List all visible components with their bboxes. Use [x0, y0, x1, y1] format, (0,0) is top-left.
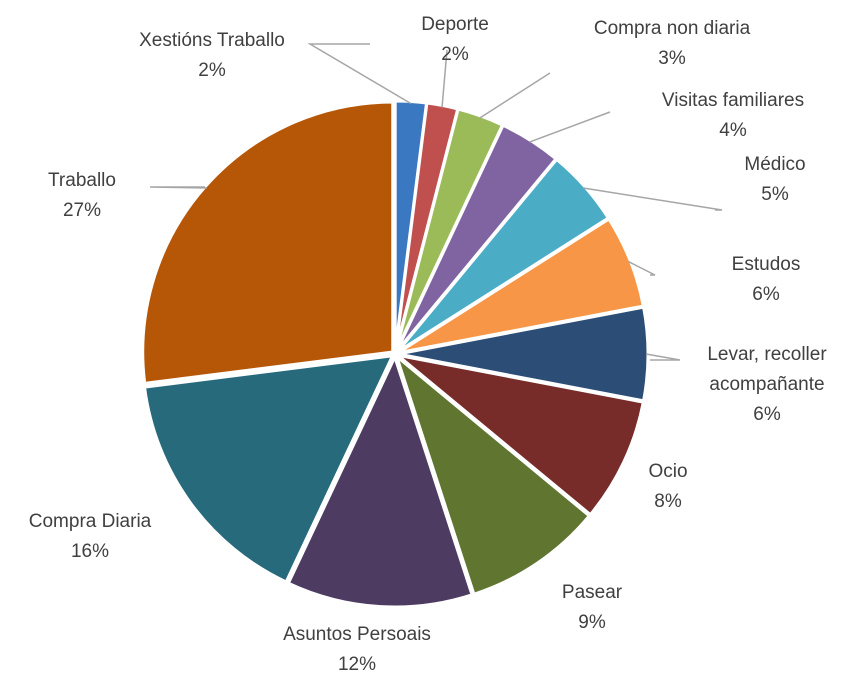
slice-label: Traballo 27% [48, 166, 116, 226]
pie-slice [393, 352, 592, 597]
category-label: Visitas familiares [661, 90, 805, 111]
value-label: 27% [62, 200, 102, 221]
value-label: 6% [753, 404, 781, 425]
value-label: 2% [441, 44, 469, 65]
category-label: Compra Diaria [28, 511, 152, 532]
value-label: 4% [719, 120, 747, 141]
slice-label: Compra Diaria 16% [29, 507, 151, 567]
value-label: 3% [658, 48, 686, 69]
leader-line [529, 111, 611, 143]
value-label: 16% [70, 541, 110, 562]
category-label: Traballo [48, 170, 116, 191]
value-label: 12% [337, 654, 377, 675]
category-label: Pasear [561, 582, 623, 603]
category-label: Asuntos Persoais [283, 624, 431, 645]
slice-label: Pasear 9% [562, 578, 622, 638]
leader-line [628, 260, 656, 276]
slice-label: Visitas familiares 4% [662, 86, 804, 146]
category-label: Ocio [648, 461, 688, 482]
value-label: 8% [654, 491, 682, 512]
category-label: Xestións Traballo [139, 30, 285, 51]
pie-slice [141, 100, 395, 386]
slice-label: Estudos 6% [732, 250, 801, 310]
leader-line [583, 187, 723, 211]
slice-label: Médico 5% [744, 150, 805, 210]
slice-label: Xestións Traballo 2% [139, 26, 285, 86]
pie-slice [396, 353, 646, 517]
value-label: 6% [752, 284, 780, 305]
value-label: 2% [198, 60, 226, 81]
slice-label: Asuntos Persoais 12% [283, 620, 431, 680]
leader-line [307, 43, 412, 105]
pie-slice [142, 353, 396, 584]
category-label: Deporte [421, 14, 489, 35]
slice-label: Compra non diaria 3% [594, 14, 750, 74]
value-label: 9% [578, 612, 606, 633]
slice-label: Ocio 8% [648, 457, 687, 517]
slice-label: Deporte 2% [421, 10, 489, 70]
value-label: 5% [761, 184, 789, 205]
leader-line [149, 186, 207, 189]
leader-line [645, 353, 681, 361]
leader-line [479, 72, 551, 119]
category-label: Estudos [731, 254, 801, 275]
category-label: Compra non diaria [593, 18, 751, 39]
category-label: Médico [744, 154, 806, 175]
category-label: Levar, recoller acompañante [707, 344, 827, 395]
slice-label: Levar, recoller acompañante 6% [677, 340, 848, 430]
pie-slice [286, 352, 474, 609]
leader-line [441, 49, 448, 108]
